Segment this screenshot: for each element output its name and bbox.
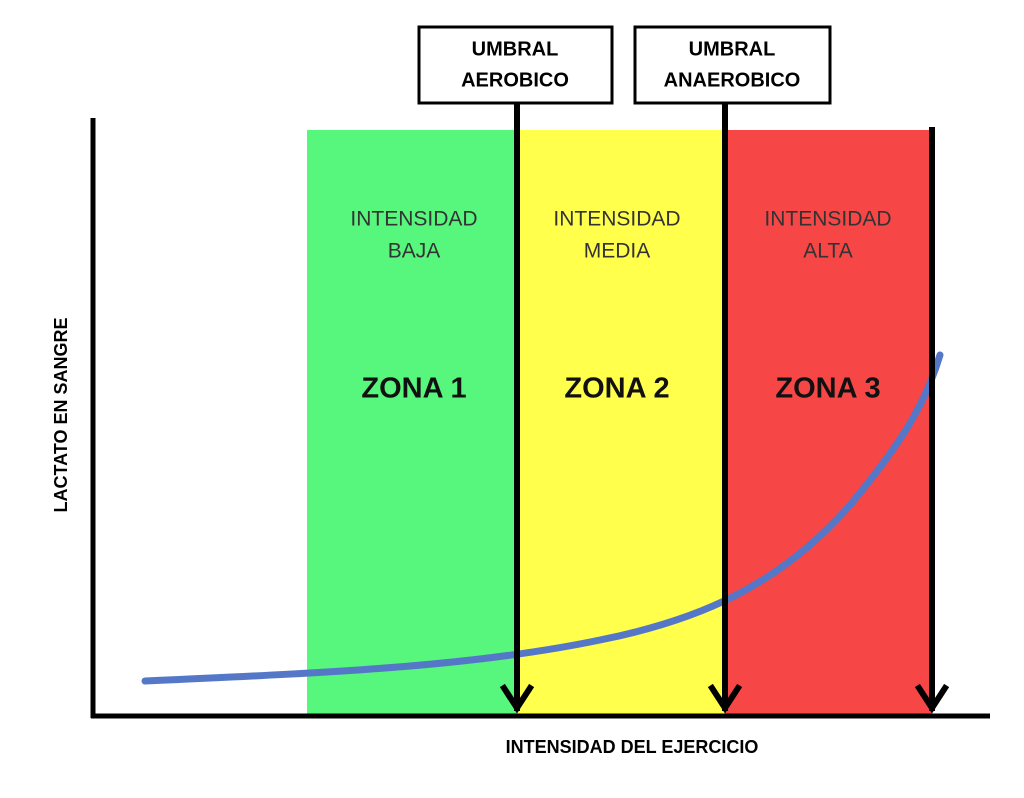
threshold-box bbox=[633, 25, 832, 105]
zone-intensity: MEDIA bbox=[584, 240, 651, 263]
threshold-label: UMBRAL bbox=[472, 38, 559, 60]
arrow-head bbox=[914, 683, 950, 714]
zone-name: ZONA 2 bbox=[564, 373, 669, 405]
arrow-head bbox=[707, 683, 743, 714]
lactate-curve bbox=[141, 351, 944, 685]
arrows bbox=[499, 100, 950, 714]
zone-intensity: ALTA bbox=[803, 240, 852, 263]
threshold-label: AEROBICO bbox=[461, 69, 569, 91]
y-axis-label: LACTATO EN SANGRE bbox=[51, 317, 71, 512]
x-axis-label: INTENSIDAD DEL EJERCICIO bbox=[506, 737, 759, 757]
zone-intensity: BAJA bbox=[388, 240, 441, 263]
threshold-box bbox=[417, 25, 614, 105]
zone-low bbox=[307, 130, 517, 716]
zone-high bbox=[725, 130, 932, 716]
zone-name: ZONA 3 bbox=[775, 373, 880, 405]
arrow-head bbox=[499, 683, 535, 714]
threshold-label: ANAEROBICO bbox=[664, 69, 801, 91]
zone-name: ZONA 1 bbox=[361, 373, 466, 405]
zone-intensity: INTENSIDAD bbox=[764, 208, 891, 231]
threshold-label: UMBRAL bbox=[689, 38, 776, 60]
zone-intensity: INTENSIDAD bbox=[350, 208, 477, 231]
zone-intensity: INTENSIDAD bbox=[553, 208, 680, 231]
